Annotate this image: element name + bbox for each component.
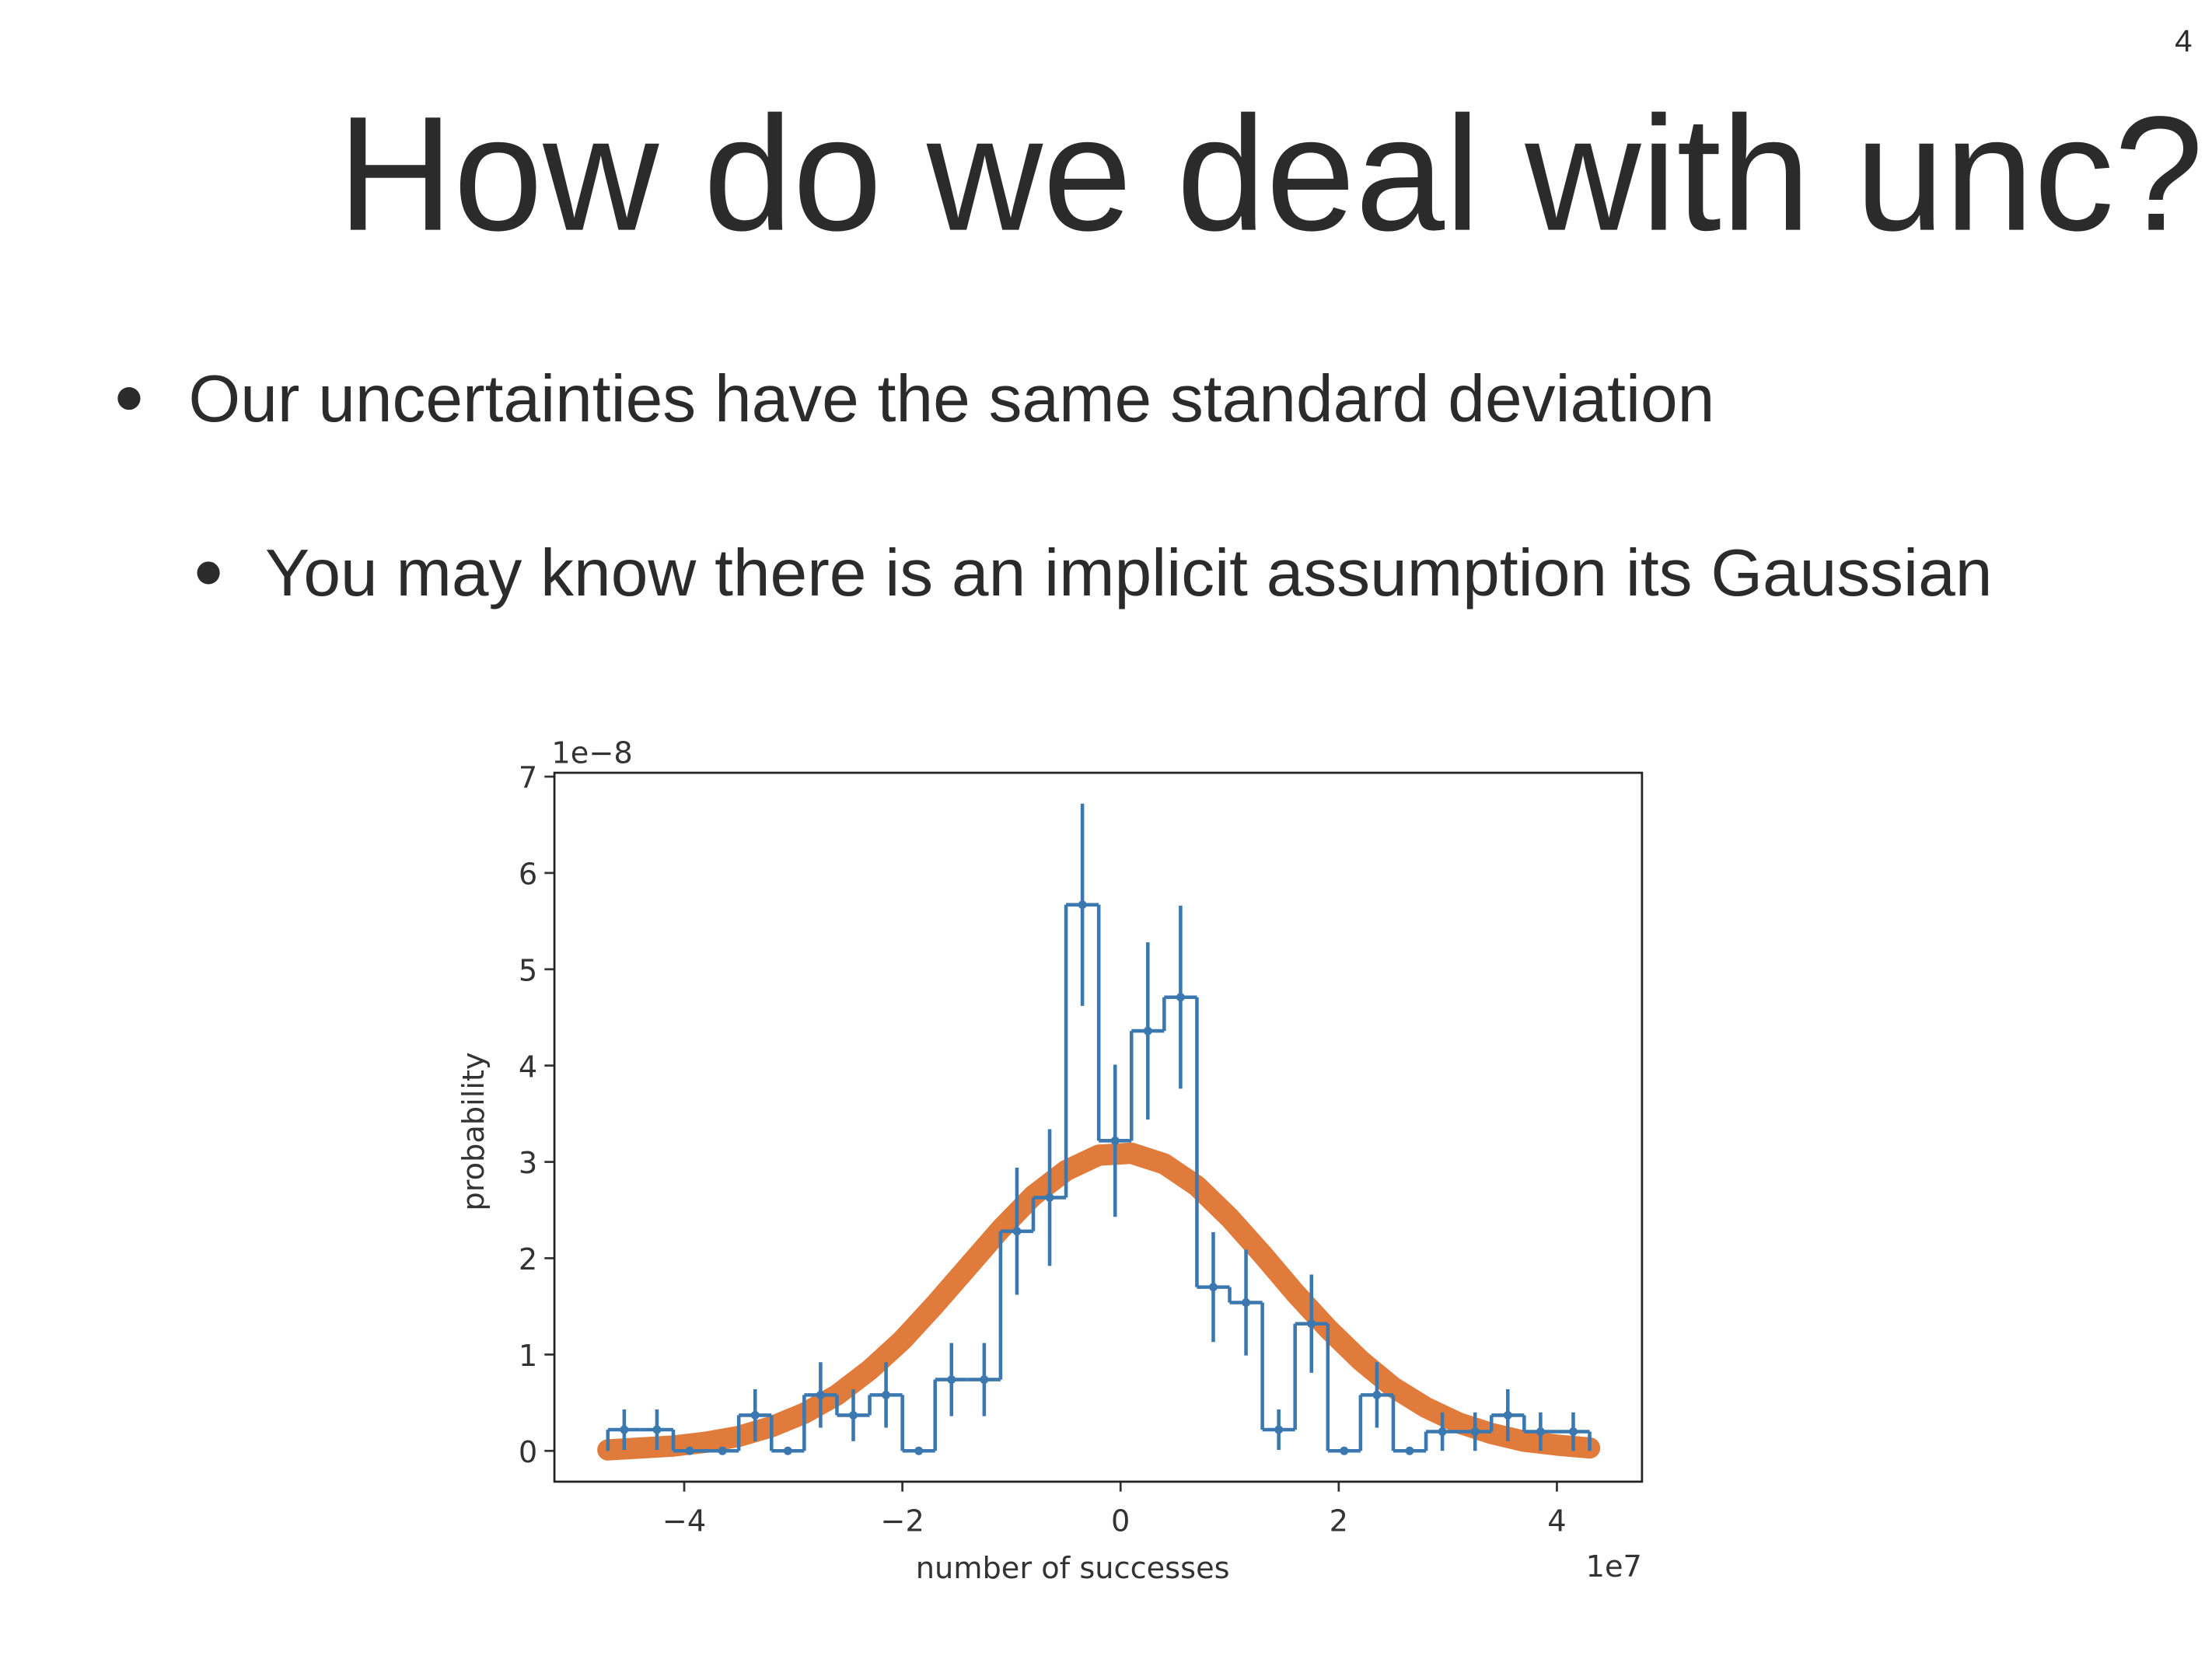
hist-point [1405, 1446, 1414, 1455]
slide-title: How do we deal with unc? [337, 83, 2203, 265]
hist-point [1143, 1026, 1152, 1036]
y-axis-label: probability [456, 1052, 491, 1210]
y-tick-label: 3 [519, 1146, 537, 1181]
hist-point [1372, 1390, 1382, 1399]
y-tick-label: 2 [519, 1242, 537, 1277]
y-tick-label: 7 [519, 761, 537, 796]
hist-point [1012, 1227, 1022, 1236]
hist-point [750, 1410, 760, 1420]
x-tick-label: −2 [880, 1504, 924, 1539]
hist-point [718, 1446, 727, 1455]
chart: −4 −2 0 2 4 0 1 2 3 4 5 6 7 number of successes probab… [456, 735, 1644, 1586]
hist-point [1438, 1427, 1447, 1436]
hist-point [685, 1446, 694, 1455]
hist-point [947, 1375, 956, 1385]
x-axis-label: number of successes [916, 1551, 1230, 1586]
hist-point [1569, 1427, 1578, 1436]
hist-point [783, 1446, 792, 1455]
hist-point [1536, 1427, 1545, 1436]
bullet-dot [117, 387, 141, 410]
page-number: 4 [2175, 23, 2192, 58]
hist-point [1078, 900, 1087, 910]
hist-point [816, 1390, 825, 1399]
hist-point [1307, 1319, 1316, 1329]
sub-bullet-text: You may know there is an implicit assump… [265, 536, 1992, 610]
hist-point [1242, 1298, 1251, 1307]
y-offset-label: 1e−8 [551, 735, 632, 770]
hist-point [1110, 1136, 1120, 1145]
x-offset-label: 1e7 [1586, 1549, 1642, 1584]
hist-point [1503, 1410, 1512, 1420]
y-tick-label: 4 [519, 1050, 537, 1084]
hist-point [1274, 1425, 1284, 1434]
hist-point [652, 1425, 662, 1434]
hist-point [620, 1425, 629, 1434]
x-tick-label: 0 [1111, 1504, 1130, 1539]
x-tick-label: 2 [1330, 1504, 1348, 1539]
hist-point [1340, 1446, 1349, 1455]
bullet-dot [197, 561, 220, 585]
hist-point [1209, 1283, 1218, 1292]
x-tick-label: −4 [662, 1504, 706, 1539]
hist-point [849, 1410, 858, 1420]
hist-point [1045, 1193, 1054, 1202]
hist-point [980, 1375, 989, 1385]
hist-point [1470, 1427, 1480, 1436]
y-tick-label: 0 [519, 1435, 537, 1470]
y-tick-label: 1 [519, 1339, 537, 1374]
hist-point [882, 1390, 891, 1399]
y-tick-label: 6 [519, 857, 537, 892]
plot-frame [553, 771, 1644, 1483]
y-tick-label: 5 [519, 953, 537, 988]
hist-point [914, 1446, 924, 1455]
bullet-text: Our uncertainties have the same standard… [189, 361, 1715, 436]
x-tick-label: 4 [1547, 1504, 1566, 1539]
hist-point [1176, 993, 1185, 1002]
